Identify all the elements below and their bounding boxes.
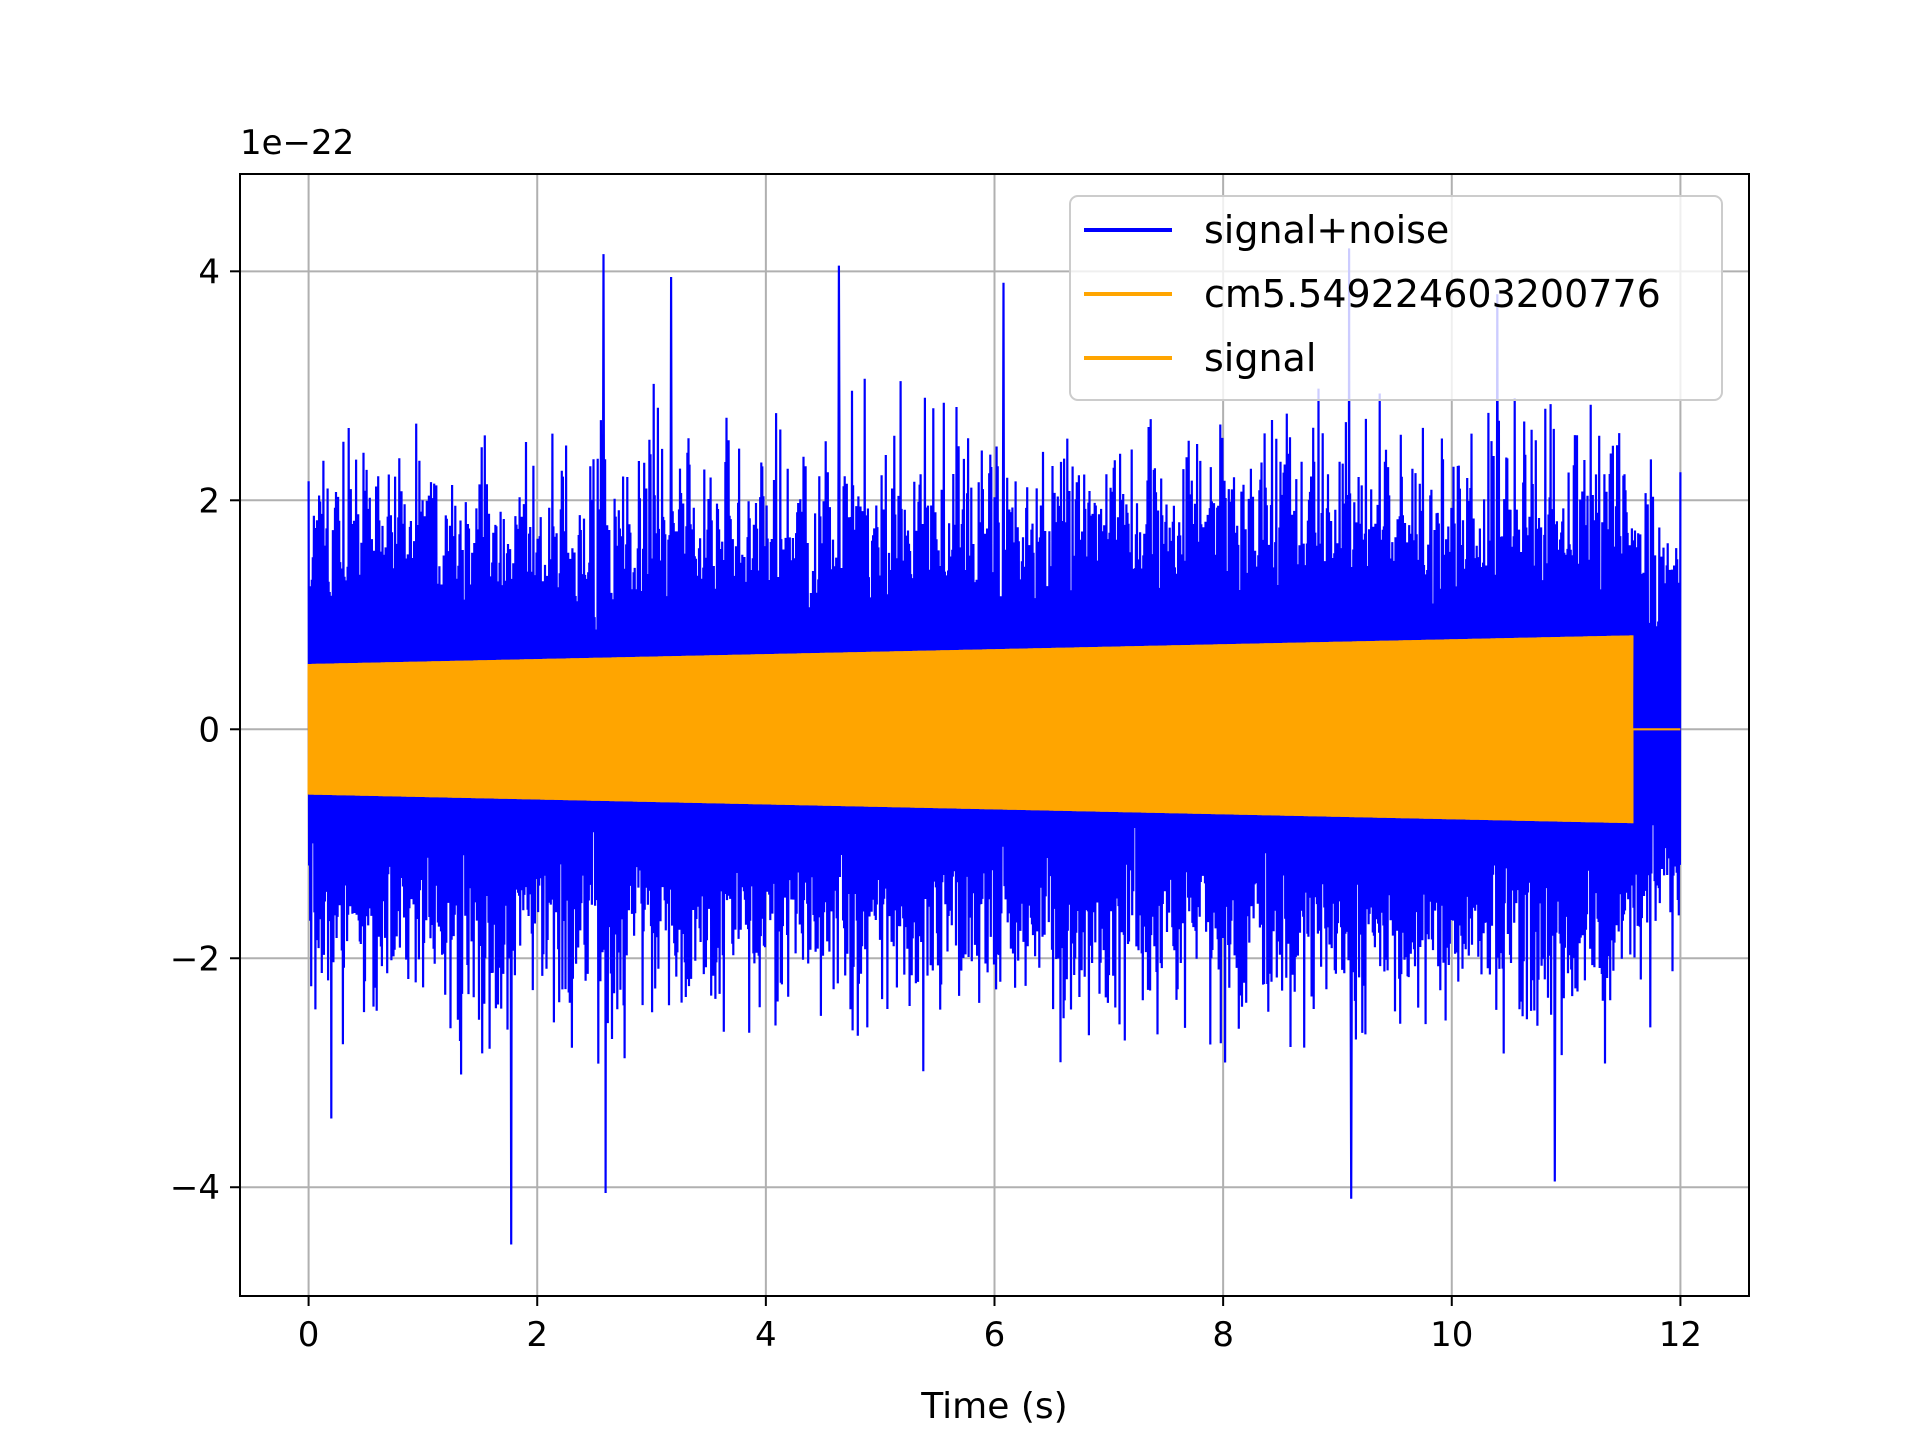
y-tick-label-0: −4 — [170, 1168, 220, 1208]
x-tick-label-2: 4 — [755, 1315, 777, 1355]
legend: signal+noise cm5.549224603200776 signal — [1069, 195, 1723, 401]
y-tick-label-4: 4 — [198, 252, 220, 292]
series-signal-line — [307, 635, 1681, 824]
y-offset-label: 1e−22 — [240, 123, 354, 163]
legend-label-2: signal — [1204, 336, 1316, 380]
y-tick-label-2: 0 — [198, 710, 220, 750]
x-tick-label-6: 12 — [1659, 1315, 1702, 1355]
x-tick-label-0: 0 — [298, 1315, 320, 1355]
legend-label-0: signal+noise — [1204, 208, 1449, 252]
y-tick-label-1: −2 — [170, 939, 220, 979]
legend-label-1: cm5.549224603200776 — [1204, 272, 1661, 316]
x-axis-label: Time (s) — [920, 1386, 1067, 1427]
legend-box — [1069, 195, 1723, 401]
x-tick-label-4: 8 — [1212, 1315, 1234, 1355]
ticks: 0 2 4 6 8 10 12 −4 −2 0 2 4 — [170, 252, 1702, 1355]
series-layer — [307, 248, 1682, 1245]
x-tick-label-5: 10 — [1430, 1315, 1473, 1355]
x-tick-label-3: 6 — [984, 1315, 1006, 1355]
y-tick-label-3: 2 — [198, 481, 220, 521]
x-tick-label-1: 2 — [526, 1315, 548, 1355]
